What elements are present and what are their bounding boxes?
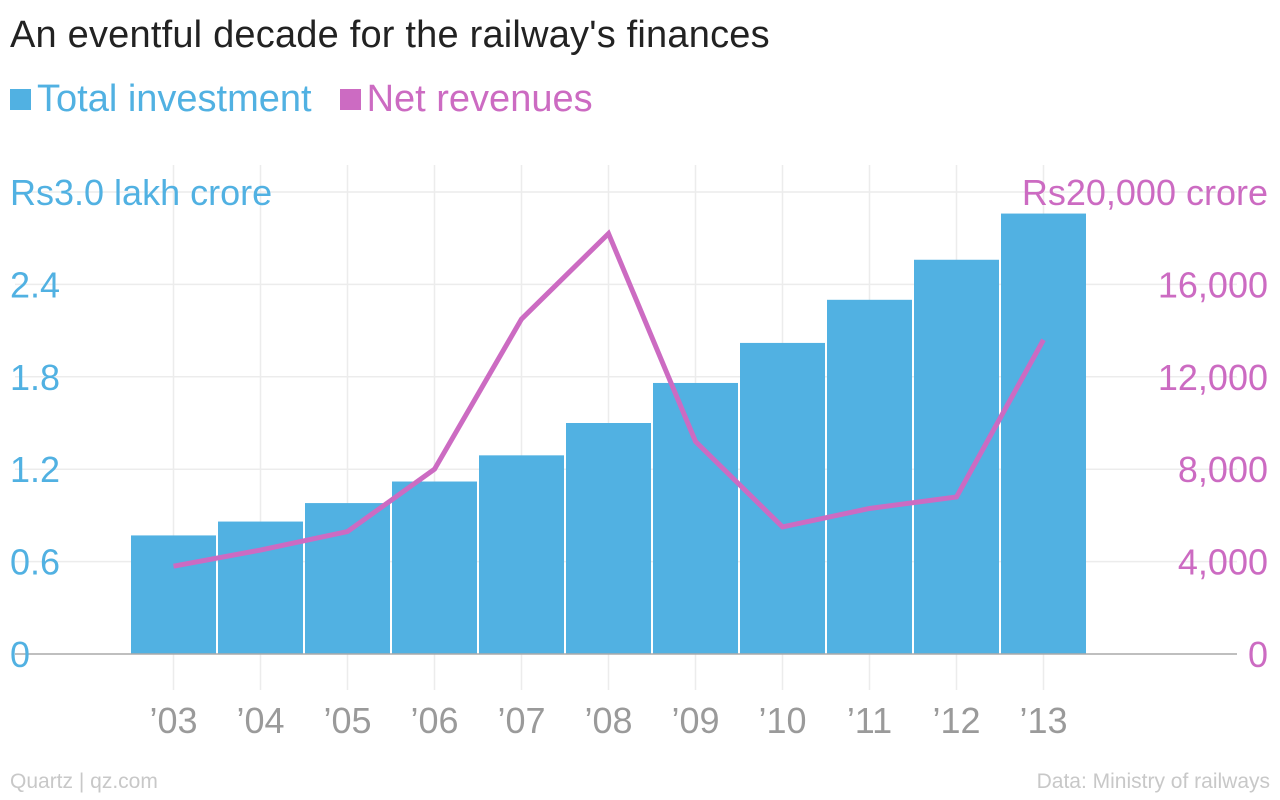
legend-item-revenues: Net revenues — [339, 78, 593, 121]
bar-total-investment — [914, 259, 999, 654]
bar-total-investment — [305, 503, 390, 654]
y-right-tick-label: Rs20,000 crore — [1022, 172, 1268, 213]
x-tick-label: ’09 — [671, 700, 719, 741]
legend-label-revenues: Net revenues — [366, 78, 593, 120]
y-right-tick-label: 4,000 — [1178, 542, 1268, 583]
x-tick-label: ’12 — [932, 700, 980, 741]
y-right-tick-label: 8,000 — [1178, 449, 1268, 490]
bar-total-investment — [392, 481, 477, 654]
y-right-tick-label: 0 — [1248, 634, 1268, 675]
y-left-tick-label: Rs3.0 lakh crore — [10, 172, 272, 213]
legend-swatch-investment — [10, 89, 31, 110]
x-tick-label: ’04 — [236, 700, 284, 741]
x-tick-label: ’05 — [323, 700, 371, 741]
x-tick-label: ’10 — [758, 700, 806, 741]
y-left-tick-label: 0.6 — [10, 542, 60, 583]
x-tick-label: ’08 — [584, 700, 632, 741]
y-left-tick-label: 0 — [10, 634, 30, 675]
x-tick-label: ’13 — [1019, 700, 1067, 741]
bar-total-investment — [566, 423, 651, 654]
bar-total-investment — [479, 455, 564, 654]
bar-total-investment — [827, 299, 912, 654]
x-tick-label: ’03 — [149, 700, 197, 741]
legend-swatch-revenues — [339, 89, 361, 110]
legend: Total investment Net revenues — [10, 78, 621, 121]
bar-total-investment — [131, 535, 216, 654]
bar-total-investment — [653, 382, 738, 654]
y-left-tick-label: 1.2 — [10, 449, 60, 490]
y-right-tick-label: 16,000 — [1158, 264, 1268, 305]
chart-title: An eventful decade for the railway's fin… — [10, 14, 770, 56]
data-source: Data: Ministry of railways — [1036, 770, 1270, 793]
y-right-tick-label: 12,000 — [1158, 357, 1268, 398]
bar-total-investment — [1001, 213, 1086, 654]
x-tick-label: ’11 — [847, 700, 892, 741]
x-tick-label: ’07 — [497, 700, 545, 741]
y-left-tick-label: 1.8 — [10, 357, 60, 398]
line-net-revenues — [173, 229, 1046, 569]
source-credit: Quartz | qz.com — [10, 770, 158, 793]
legend-label-investment: Total investment — [37, 78, 312, 120]
legend-item-investment: Total investment — [10, 78, 312, 121]
x-tick-label: ’06 — [410, 700, 458, 741]
y-left-tick-label: 2.4 — [10, 264, 60, 305]
